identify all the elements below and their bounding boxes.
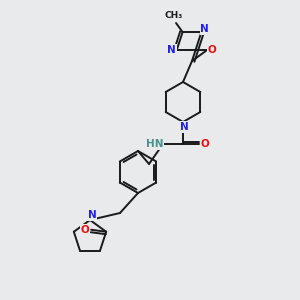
Text: N: N <box>167 45 176 55</box>
Text: O: O <box>208 45 217 55</box>
Text: CH₃: CH₃ <box>165 11 183 20</box>
Text: N: N <box>200 24 209 34</box>
Text: O: O <box>201 139 209 149</box>
Text: O: O <box>81 225 89 235</box>
Text: N: N <box>88 210 96 220</box>
Text: HN: HN <box>146 139 164 149</box>
Text: N: N <box>180 122 188 132</box>
